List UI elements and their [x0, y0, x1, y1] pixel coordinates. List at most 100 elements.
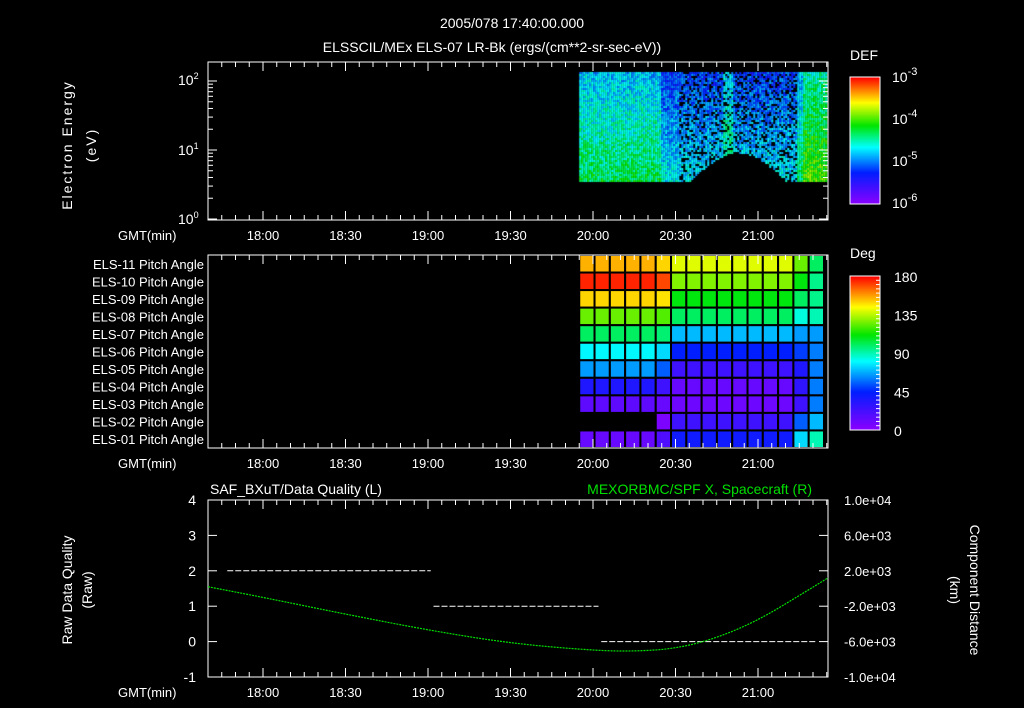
pitch-angle-cell [746, 359, 764, 379]
def-tick: 10-6 [892, 192, 917, 211]
ytick-10: 101 [178, 141, 199, 158]
x-tick-label: 20:00 [577, 456, 610, 471]
pitch-angle-cell [624, 359, 642, 379]
pitch-angle-cell [731, 411, 749, 432]
pitch-angle-cell [731, 376, 749, 397]
pitch-angle-cell [792, 306, 810, 327]
pitch-angle-cell [593, 429, 611, 450]
pitch-angle-cell [654, 429, 673, 450]
pitch-angle-cell [670, 394, 688, 414]
pitch-angle-row-label: ELS-05 Pitch Angle [92, 362, 204, 377]
pitch-angle-cell [685, 324, 703, 344]
pitch-angle-cell [624, 341, 642, 362]
pitch-angle-cell [608, 429, 627, 450]
pitch-angle-cell [777, 359, 795, 379]
pitch-angle-cell [654, 394, 673, 414]
pitch-angle-cell [807, 306, 825, 327]
pitch-angle-cell [700, 306, 718, 327]
pitch-angle-cell [685, 359, 703, 379]
x-tick-label: 18:30 [329, 685, 362, 700]
pitch-angle-row-label: ELS-07 Pitch Angle [92, 327, 204, 342]
energy-spectrogram [208, 62, 828, 220]
pitch-angle-row-label: ELS-10 Pitch Angle [92, 274, 204, 289]
pitch-angle-cell [654, 289, 673, 309]
pitch-angle-cell [670, 376, 688, 397]
pitch-angle-row-label: ELS-04 Pitch Angle [92, 380, 204, 395]
pitch-angle-cell [715, 306, 734, 327]
pitch-angle-cell [593, 324, 611, 344]
pitch-angle-cell [715, 411, 734, 432]
pitch-angle-cell [608, 341, 627, 362]
pitch-angle-cell [624, 394, 642, 414]
pitch-angle-cell [624, 306, 642, 327]
pitch-angle-cell [608, 359, 627, 379]
energy-axis-label: Electron Energy [59, 80, 75, 210]
pitch-angle-cell [731, 429, 749, 450]
right-y-tick-label: 2.0e+03 [844, 564, 891, 579]
pitch-angle-cell [654, 254, 673, 274]
pitch-angle-cell [761, 429, 780, 450]
pitch-angle-cell [578, 429, 596, 450]
pitch-angle-cell [578, 289, 596, 309]
pitch-angle-cell [715, 359, 734, 379]
pitch-angle-cell [715, 271, 734, 292]
pitch-angle-cell [731, 394, 749, 414]
def-tick: 10-5 [892, 150, 917, 169]
pitch-angle-cell [792, 394, 810, 414]
pitch-angle-cell [746, 271, 764, 292]
pitch-angle-cell [731, 254, 749, 274]
pitch-angle-cell [578, 254, 596, 274]
pitch-angle-cell [746, 341, 764, 362]
pitch-angle-row-label: ELS-11 Pitch Angle [93, 257, 204, 272]
right-y-tick-label: -1.0e+04 [844, 670, 896, 685]
pitch-angle-cell [624, 289, 642, 309]
x-tick-label: 19:30 [494, 685, 527, 700]
pitch-angle-cell [639, 324, 657, 344]
pitch-angle-cell [700, 289, 718, 309]
pitch-angle-cell [746, 324, 764, 344]
def-tick: 10-4 [892, 108, 917, 127]
pitch-angle-cell [715, 324, 734, 344]
pitch-angle-cell [731, 306, 749, 327]
pitch-angle-cell [746, 376, 764, 397]
pitch-angle-frame [207, 254, 829, 449]
pitch-angle-cell [685, 306, 703, 327]
pitch-angle-cell [624, 376, 642, 397]
pitch-angle-cell [746, 254, 764, 274]
pitch-angle-cell [624, 271, 642, 292]
deg-tick: 90 [894, 346, 910, 362]
pitch-angle-row-label: ELS-09 Pitch Angle [92, 292, 204, 307]
right-y-tick-label: -2.0e+03 [844, 599, 896, 614]
gmt-label-3: GMT(min) [118, 685, 177, 700]
pitch-angle-cell [654, 411, 673, 432]
pitch-angle-cell [639, 271, 657, 292]
pitch-angle-cell [746, 289, 764, 309]
pitch-angle-cell [608, 271, 627, 292]
pitch-angle-cell [792, 271, 810, 292]
pitch-angle-cell [593, 306, 611, 327]
pitch-angle-cell [624, 324, 642, 344]
pitch-angle-cell [807, 271, 825, 292]
x-tick-label: 18:30 [329, 456, 362, 471]
pitch-angle-cell [761, 376, 780, 397]
deg-tick: 180 [894, 269, 918, 285]
x-tick-label: 20:30 [659, 456, 692, 471]
pitch-angle-cell [608, 306, 627, 327]
pitch-angle-cell [715, 341, 734, 362]
pitch-angle-cell [807, 411, 825, 432]
left-y-tick-label: 0 [188, 634, 196, 650]
pitch-angle-cell [700, 324, 718, 344]
pitch-angle-cell [624, 254, 642, 274]
pitch-angle-cell [654, 341, 673, 362]
pitch-angle-cell [670, 271, 688, 292]
pitch-angle-cell [746, 306, 764, 327]
pitch-angle-cell [746, 394, 764, 414]
pitch-angle-row-label: ELS-02 Pitch Angle [92, 415, 204, 430]
pitch-angle-cell [807, 394, 825, 414]
pitch-angle-cell [593, 376, 611, 397]
energy-axis-units: (eV) [83, 128, 99, 162]
pitch-angle-cell [578, 359, 596, 379]
pitch-angle-cell [670, 429, 688, 450]
gmt-label-2: GMT(min) [118, 456, 177, 471]
